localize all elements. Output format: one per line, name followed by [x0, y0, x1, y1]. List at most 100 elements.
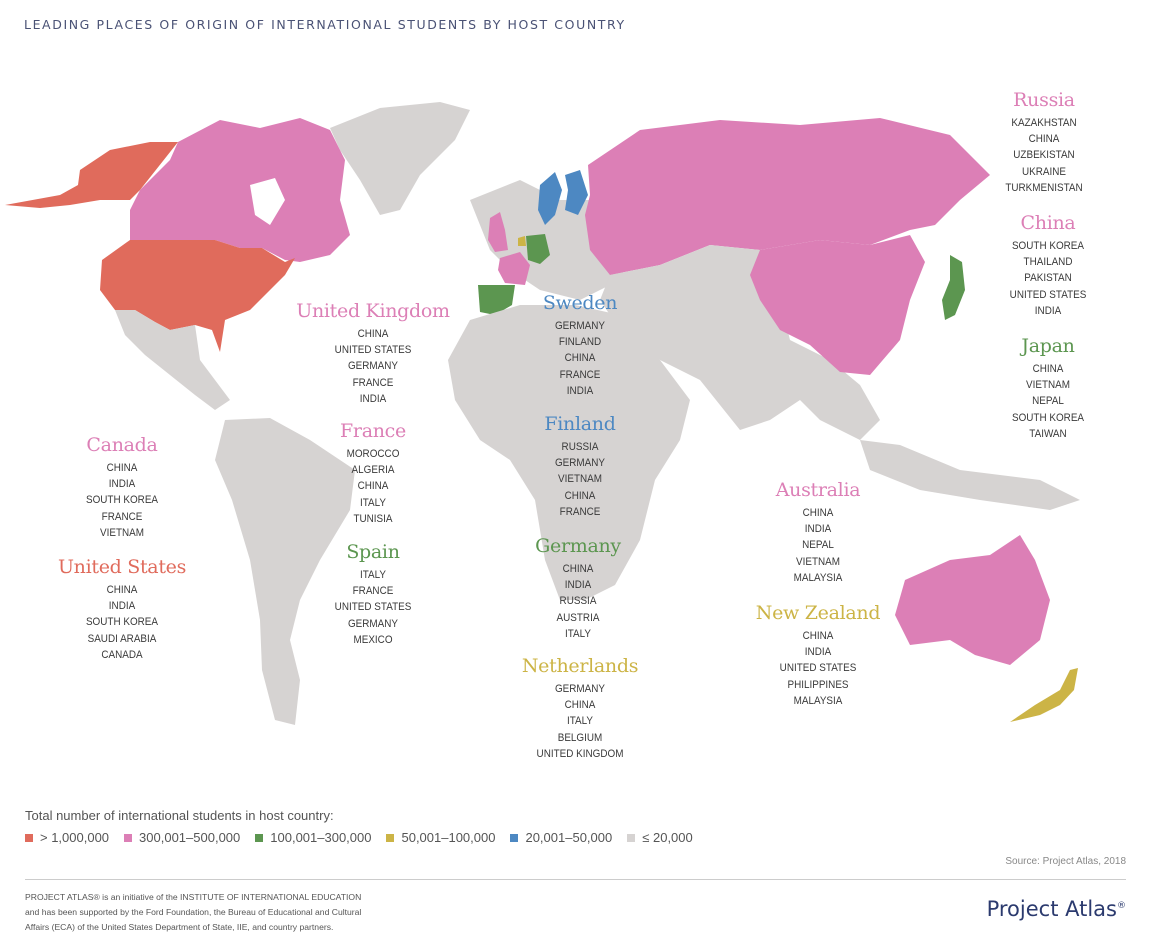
- origin: VIETNAM: [795, 555, 841, 568]
- origin: MALAYSIA: [793, 694, 843, 707]
- origin: UNITED KINGDOM: [536, 747, 624, 760]
- origin: SOUTH KOREA: [85, 494, 159, 507]
- host-name: Finland: [544, 413, 616, 435]
- legend: > 1,000,000 300,001–500,000 100,001–300,…: [25, 830, 693, 845]
- origin: MEXICO: [353, 633, 393, 646]
- origin: UKRAINE: [1021, 165, 1067, 178]
- source-note: Source: Project Atlas, 2018: [1005, 856, 1126, 867]
- origin: TAIWAN: [1029, 427, 1067, 440]
- legend-label: ≤ 20,000: [642, 830, 693, 845]
- legend-swatch: [627, 833, 636, 842]
- new-zealand: [1010, 668, 1078, 722]
- origin: GERMANY: [347, 617, 399, 630]
- origin: FRANCE: [559, 368, 601, 381]
- host-name: Netherlands: [521, 655, 639, 677]
- france: [498, 252, 530, 285]
- legend-item-le-20k: ≤ 20,000: [627, 830, 693, 845]
- legend-swatch: [25, 833, 33, 842]
- origin: UZBEKISTAN: [1013, 149, 1075, 162]
- legend-label: 100,001–300,000: [270, 830, 372, 845]
- spain: [478, 285, 515, 315]
- host-finland: Finland RUSSIA GERMANY VIETNAM CHINA FRANCE: [544, 413, 616, 520]
- host-australia: Australia CHINA INDIA NEPAL VIETNAM MALAYSIA: [776, 479, 861, 586]
- host-name: France: [340, 420, 406, 442]
- origin: INDIA: [564, 579, 592, 592]
- origin: TUNISIA: [353, 512, 393, 525]
- origin: FRANCE: [352, 585, 394, 598]
- host-name: Japan: [1021, 335, 1075, 357]
- origin: CHINA: [562, 563, 594, 575]
- japan: [942, 255, 965, 320]
- origin: CHINA: [1032, 363, 1064, 375]
- origin: CHINA: [106, 584, 138, 596]
- legend-item-100k-300k: 100,001–300,000: [255, 830, 371, 845]
- host-united-states: United States CHINA INDIA SOUTH KOREA SAUDI…: [58, 556, 186, 663]
- china: [750, 235, 925, 375]
- legend-swatch: [386, 833, 395, 842]
- sweden: [538, 172, 562, 225]
- origin: UNITED STATES: [334, 344, 412, 357]
- footer-text: PROJECT ATLAS® is an initiative of the I…: [25, 892, 362, 932]
- united-states: [100, 240, 295, 352]
- origin: VIETNAM: [557, 473, 603, 486]
- host-france: France MOROCCO ALGERIA CHINA ITALY TUNISIA: [340, 420, 406, 527]
- origin: PHILIPPINES: [787, 678, 849, 691]
- origin: GERMANY: [554, 683, 606, 695]
- origin: ITALY: [564, 627, 592, 640]
- origin: CHINA: [1028, 133, 1060, 146]
- host-name: Canada: [86, 434, 158, 456]
- origin: CANADA: [101, 648, 143, 661]
- legend-item-50k-100k: 50,001–100,000: [386, 830, 495, 845]
- host-united-kingdom: United Kingdom CHINA UNITED STATES GERMANY…: [296, 300, 450, 407]
- legend-title: Total number of international students i…: [25, 808, 334, 823]
- origin: CHINA: [802, 507, 834, 519]
- origin: SAUDI ARABIA: [87, 632, 157, 645]
- origin: FRANCE: [352, 376, 394, 389]
- origin: ITALY: [566, 715, 594, 728]
- host-name: United States: [57, 556, 187, 578]
- legend-item-gt-1m: > 1,000,000: [25, 830, 109, 845]
- origin: UNITED STATES: [779, 662, 857, 675]
- origin: CHINA: [802, 630, 834, 642]
- divider: [25, 879, 1126, 880]
- host-sweden: Sweden GERMANY FINLAND CHINA FRANCE INDIA: [543, 292, 618, 399]
- map-title: LEADING PLACES OF ORIGIN OF INTERNATIONA…: [24, 17, 626, 32]
- origin: SOUTH KOREA: [1011, 240, 1085, 252]
- africa: [448, 305, 690, 600]
- origin: UNITED STATES: [334, 601, 412, 614]
- legend-item-300k-500k: 300,001–500,000: [124, 830, 240, 845]
- legend-swatch: [510, 833, 519, 842]
- origin: SOUTH KOREA: [85, 616, 159, 629]
- mexico: [115, 310, 230, 410]
- registered-mark: ®: [1117, 901, 1126, 911]
- origin: AUSTRIA: [556, 611, 600, 624]
- origin: ITALY: [359, 496, 387, 509]
- origin: RUSSIA: [559, 595, 597, 608]
- origin: MOROCCO: [346, 448, 400, 460]
- legend-swatch: [255, 833, 264, 842]
- southeast-asia: [860, 440, 1080, 510]
- origin: ALGERIA: [351, 464, 395, 477]
- host-name: United Kingdom: [296, 300, 450, 322]
- origin: ITALY: [359, 569, 387, 581]
- origin: UNITED STATES: [1009, 288, 1087, 301]
- host-name: Germany: [535, 535, 621, 557]
- australia: [895, 535, 1050, 665]
- origin: VIETNAM: [1025, 379, 1071, 392]
- host-japan: Japan CHINA VIETNAM NEPAL SOUTH KOREA TAIWAN: [1008, 335, 1088, 442]
- host-name: Russia: [1013, 89, 1075, 111]
- origin: FRANCE: [101, 510, 143, 523]
- origin: INDIA: [804, 646, 832, 659]
- legend-label: 20,001–50,000: [525, 830, 613, 845]
- finland: [565, 170, 588, 215]
- south-america: [215, 418, 355, 725]
- origin: INDIA: [566, 384, 594, 397]
- host-canada: Canada CHINA INDIA SOUTH KOREA FRANCE VIETNA…: [82, 434, 162, 541]
- origin: CHINA: [357, 480, 389, 493]
- origin: VIETNAM: [99, 526, 145, 539]
- origin: INDIA: [108, 478, 136, 491]
- origin: FINLAND: [558, 336, 602, 349]
- united-kingdom: [488, 212, 508, 252]
- origin: BELGIUM: [557, 731, 603, 744]
- origin: GERMANY: [554, 457, 606, 470]
